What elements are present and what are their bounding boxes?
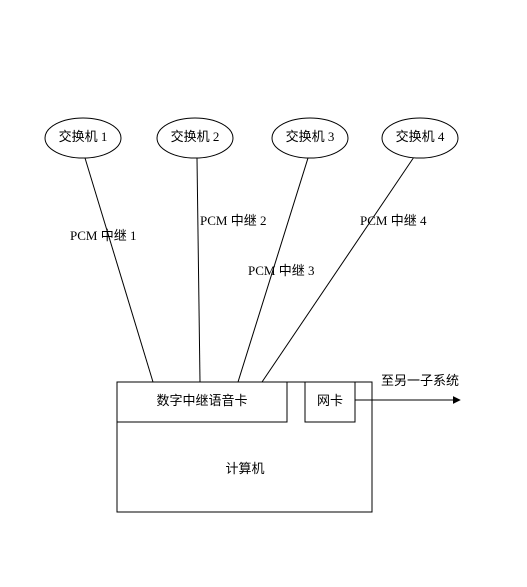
voice-card-label: 数字中继语音卡: [156, 393, 247, 408]
switch-label-sw1: 交换机 1: [59, 129, 108, 144]
link-label-pcm1: PCM 中继 1: [70, 228, 136, 243]
link-label-pcm3: PCM 中继 3: [248, 263, 314, 278]
switch-label-sw4: 交换机 4: [396, 129, 445, 144]
switch-label-sw2: 交换机 2: [171, 129, 220, 144]
output-arrow-label: 至另一子系统: [381, 373, 459, 388]
link-pcm1: [85, 158, 153, 382]
link-pcm2: [197, 158, 200, 382]
switch-label-sw3: 交换机 3: [286, 129, 335, 144]
link-label-pcm4: PCM 中继 4: [360, 213, 427, 228]
computer-label: 计算机: [225, 461, 264, 476]
nic-label: 网卡: [317, 393, 343, 408]
link-label-pcm2: PCM 中继 2: [200, 213, 266, 228]
